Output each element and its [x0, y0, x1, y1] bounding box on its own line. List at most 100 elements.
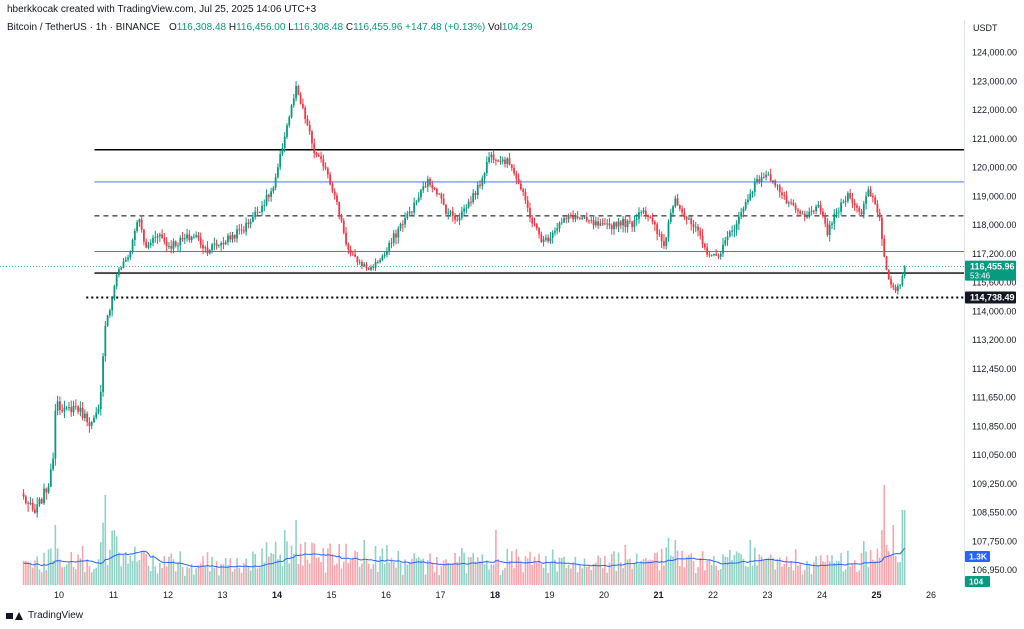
- candle: [594, 216, 597, 228]
- volume-bar: [327, 548, 329, 585]
- candle: [835, 208, 838, 218]
- volume-bar: [486, 560, 488, 585]
- volume-bar: [647, 560, 649, 585]
- candle: [301, 98, 304, 110]
- candle-body: [90, 421, 93, 426]
- candle-body: [279, 153, 282, 168]
- candle-body: [835, 212, 838, 214]
- volume-bar: [172, 559, 175, 585]
- volume-bar: [570, 568, 572, 585]
- candle: [508, 152, 511, 166]
- candle-body: [628, 220, 631, 222]
- candle: [354, 249, 357, 258]
- candle: [803, 210, 806, 222]
- candle: [579, 217, 581, 220]
- volume-bar: [81, 546, 84, 585]
- candle: [183, 233, 186, 245]
- volume-bar: [279, 554, 281, 585]
- volume-bar: [367, 563, 370, 585]
- volume-bar: [901, 510, 904, 585]
- candle-body: [168, 246, 170, 247]
- candle-body: [124, 259, 127, 262]
- candle-body: [688, 218, 690, 220]
- volume-bar: [97, 559, 100, 585]
- volume-bar: [293, 553, 295, 585]
- candle-body: [887, 269, 890, 280]
- currency-label[interactable]: USDT: [973, 23, 998, 33]
- volume-bar: [490, 564, 493, 585]
- candle-body: [40, 499, 43, 504]
- candle-body: [676, 198, 679, 206]
- symbol-legend[interactable]: Bitcoin / TetherUS · 1h · BINANCE O116,3…: [7, 22, 533, 33]
- volume-bar: [65, 564, 68, 585]
- candle-body: [120, 267, 123, 270]
- candle: [765, 170, 768, 181]
- volume-bar: [333, 565, 336, 585]
- candle-body: [794, 205, 797, 210]
- candle: [74, 399, 77, 410]
- candle-body: [379, 260, 381, 263]
- volume-bar: [838, 561, 840, 585]
- candle-body: [740, 212, 743, 217]
- candle-body: [245, 222, 248, 232]
- candle: [449, 210, 452, 217]
- candle-body: [519, 183, 522, 190]
- candle-body: [52, 458, 54, 470]
- candle: [158, 232, 161, 242]
- candle-body: [140, 219, 143, 230]
- candle: [540, 231, 543, 243]
- candle: [756, 174, 758, 185]
- volume-bar: [25, 560, 27, 585]
- candle: [111, 297, 114, 317]
- candle: [531, 215, 534, 228]
- candle-body: [565, 218, 568, 220]
- candle: [697, 224, 699, 237]
- candle-body: [701, 235, 704, 245]
- candle-body: [74, 405, 77, 407]
- candle: [245, 217, 248, 236]
- volume-bar: [129, 555, 132, 585]
- candle: [206, 241, 209, 256]
- volume-bar: [747, 566, 749, 585]
- candle-body: [131, 239, 134, 252]
- volume-bar: [31, 567, 34, 585]
- candle-body: [106, 315, 109, 326]
- candle: [79, 401, 82, 417]
- candle-body: [43, 488, 45, 504]
- candle-body: [313, 143, 316, 154]
- candle: [106, 314, 109, 327]
- volume-bar: [660, 548, 663, 585]
- candle-body: [876, 203, 879, 213]
- candle: [504, 156, 506, 168]
- y-tick-label: 110,850.00: [972, 421, 1016, 431]
- candle-body: [161, 234, 163, 239]
- volume-bar: [179, 551, 182, 585]
- symbol-name[interactable]: Bitcoin / TetherUS · 1h · BINANCE: [7, 22, 161, 33]
- candle-body: [774, 180, 777, 186]
- candle: [638, 207, 640, 224]
- candle-body: [188, 234, 191, 240]
- volume-bar: [56, 548, 59, 585]
- candle: [513, 164, 515, 176]
- candle-body: [397, 228, 400, 238]
- candle-body: [601, 223, 604, 225]
- candle-body: [340, 214, 343, 221]
- candle-body: [878, 212, 881, 218]
- candle-body: [547, 237, 550, 242]
- volume-bar: [835, 560, 838, 585]
- candle: [849, 188, 852, 200]
- volume-bar: [547, 572, 549, 585]
- volume-bar: [268, 556, 270, 585]
- candle-body: [535, 224, 538, 229]
- y-tick-label: 118,000.00: [972, 220, 1016, 230]
- volume-bar: [422, 558, 425, 585]
- candle-body: [59, 401, 61, 410]
- candle-body: [660, 234, 663, 242]
- tradingview-footer[interactable]: TradingView: [6, 610, 83, 621]
- candle-body: [133, 230, 136, 240]
- candle: [706, 242, 708, 258]
- candle: [592, 215, 595, 230]
- volume-bar: [122, 554, 125, 585]
- candle-body: [127, 257, 129, 260]
